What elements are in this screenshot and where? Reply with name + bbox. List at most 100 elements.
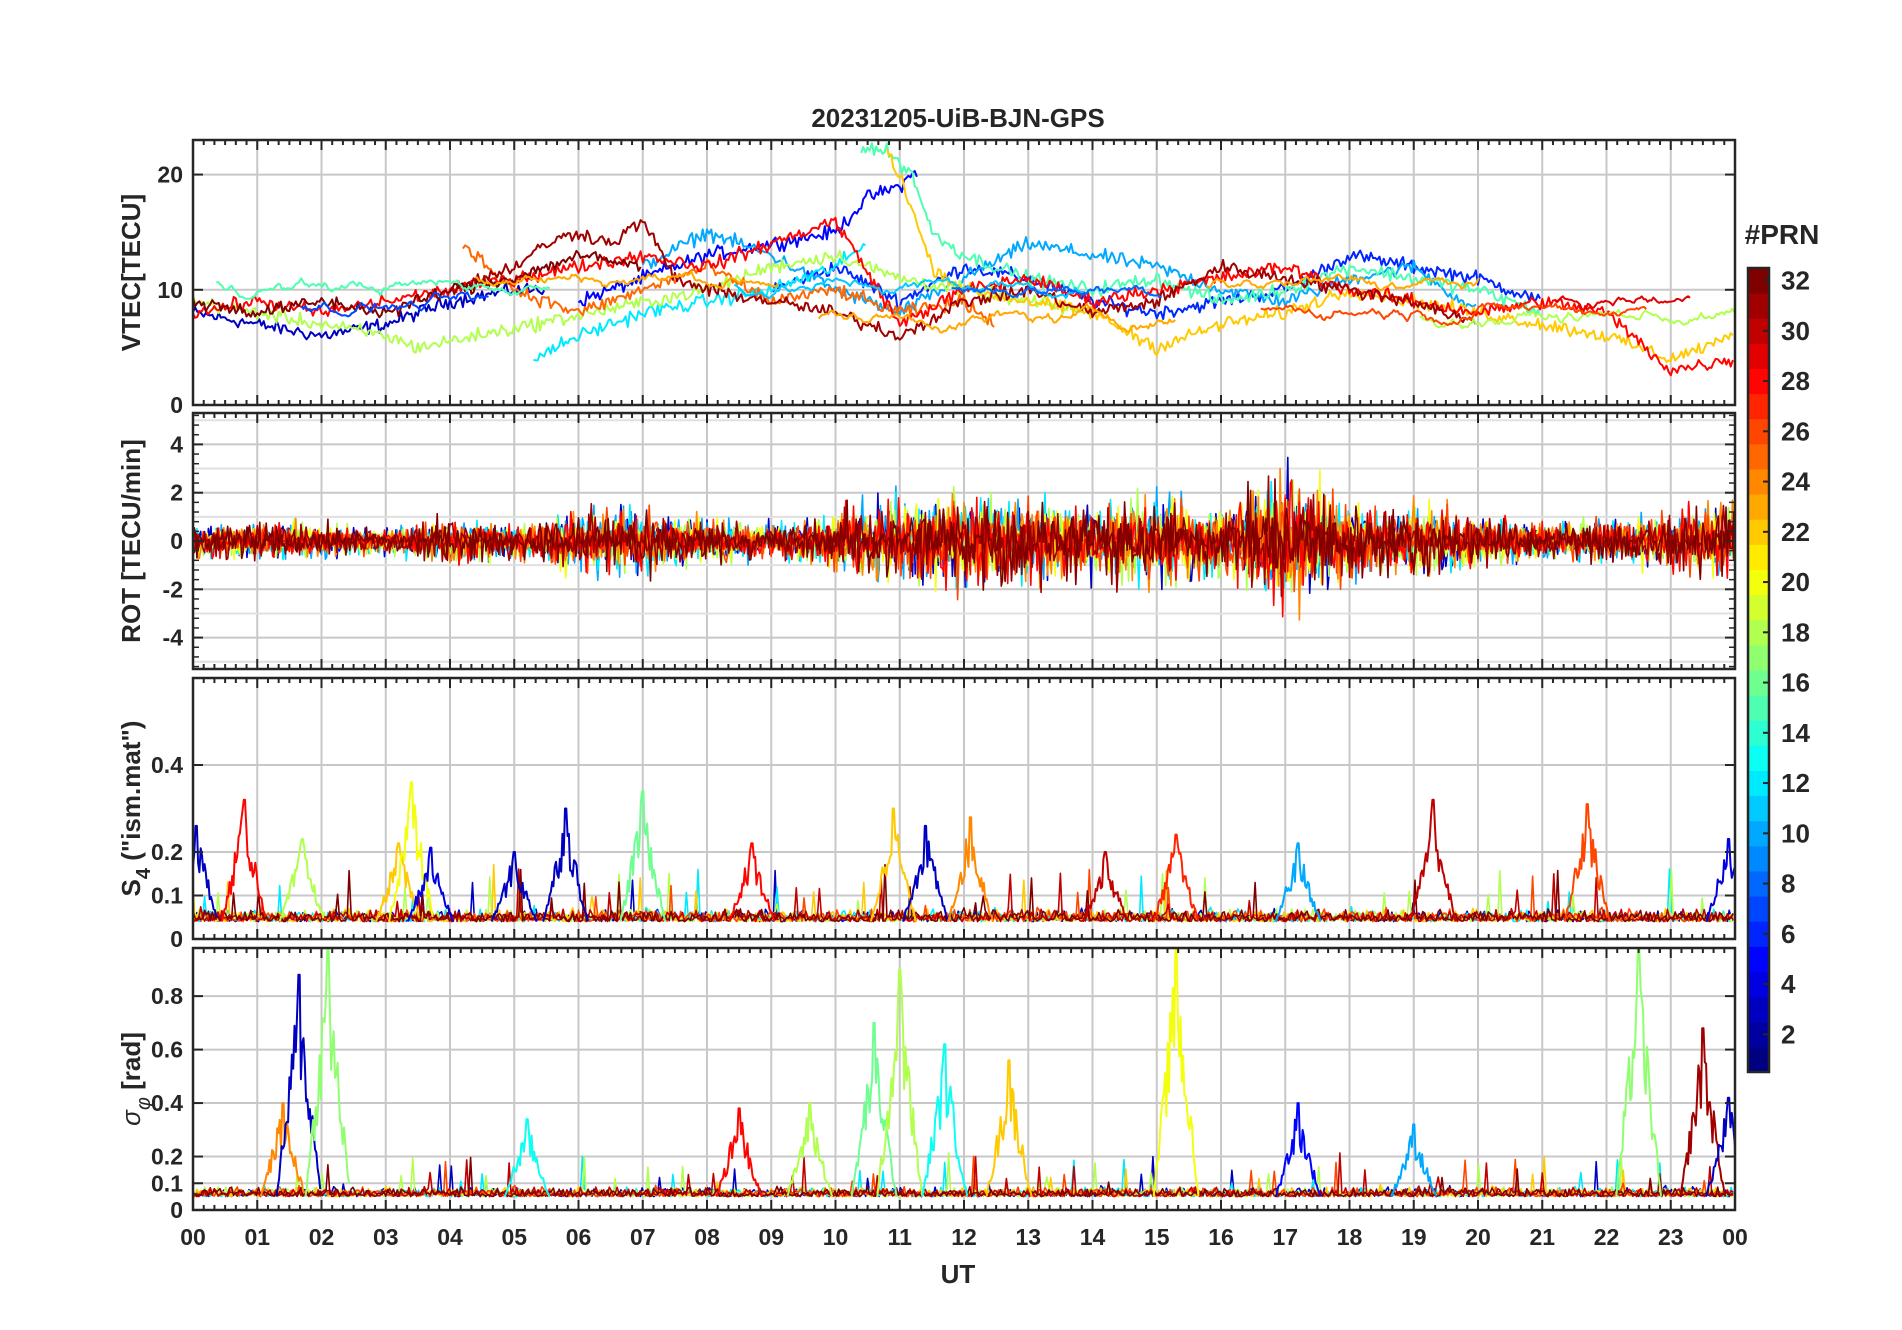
y-tick-label: 0.8 — [151, 983, 183, 1009]
s4-peak-prn-27 — [1152, 833, 1200, 922]
xticks-rot — [192, 413, 1736, 669]
colorbar-tick-label: 12 — [1781, 768, 1810, 798]
sigma_phi-peak-prn-13 — [503, 1118, 551, 1198]
s4-peak-prn-3 — [542, 807, 590, 922]
s4-peak-prn-4 — [407, 846, 455, 922]
s4-trace-prn-32 — [193, 863, 1734, 923]
colorbar-swatch-prn-28 — [1748, 368, 1769, 395]
y-tick-label: 0.6 — [151, 1037, 183, 1063]
s4-peak-prn-3 — [490, 851, 538, 922]
y-tick-label: 0 — [170, 528, 183, 554]
s4-peak-prn-10 — [1274, 842, 1322, 922]
colorbar-tick-label: 18 — [1781, 617, 1810, 647]
data-vtec — [193, 142, 1735, 377]
x-tick-label: 13 — [1015, 1224, 1041, 1250]
colorbar-tick-label: 6 — [1781, 919, 1795, 949]
colorbar-swatch-prn-20 — [1748, 569, 1769, 596]
vtec-trace — [300, 291, 489, 318]
colorbar-swatch-prn-13 — [1748, 745, 1769, 771]
vtec-series-prn-15 — [860, 142, 1542, 317]
colorbar-swatch-prn-9 — [1748, 845, 1769, 872]
sigma_phi-trace-prn-30 — [193, 1152, 1734, 1198]
colorbar-swatch-prn-2 — [1748, 1021, 1769, 1048]
colorbar-swatch-prn-22 — [1748, 519, 1769, 545]
y-tick-label: 20 — [157, 162, 183, 188]
colorbar-swatch-prn-5 — [1748, 946, 1769, 972]
x-tick-label: 18 — [1337, 1224, 1363, 1250]
colorbar-swatch-prn-11 — [1748, 795, 1769, 822]
x-tick-label: 03 — [373, 1224, 399, 1250]
s4-peak-prn-16 — [619, 790, 667, 922]
colorbar-tick-label: 16 — [1781, 668, 1810, 698]
colorbar-swatch-prn-14 — [1748, 720, 1769, 746]
s4-peak-prn-30 — [1409, 798, 1457, 922]
x-tick-label: 14 — [1080, 1224, 1106, 1250]
x-tick-label: 10 — [823, 1224, 849, 1250]
rot-trace-prn-31 — [193, 475, 1735, 598]
vtec-series-prn-32 — [193, 249, 642, 319]
x-tick-label: 08 — [694, 1224, 720, 1250]
vtec-trace — [1260, 302, 1647, 327]
vtec-series-prn-18 — [193, 249, 1091, 354]
sigma_phi-peak-prn-18 — [786, 1102, 834, 1197]
colorbar-swatch-prn-8 — [1748, 871, 1769, 897]
y-axis-label-sigma_phi: σφ [rad] — [116, 1032, 155, 1126]
sigma_phi-peak-prn-22 — [985, 1059, 1033, 1197]
colorbar-title: #PRN — [1745, 219, 1820, 250]
s4-peak-prn-18 — [278, 838, 325, 922]
rot-trace-prn-24 — [193, 467, 1735, 621]
vtec-trace — [1206, 273, 1480, 292]
vtec-trace — [1419, 307, 1735, 330]
y-tick-label: 0.1 — [151, 1170, 183, 1196]
colorbar-swatch-prn-1 — [1748, 1046, 1769, 1073]
grid-vtec — [193, 140, 1735, 406]
colorbar-swatch-prn-16 — [1748, 670, 1769, 696]
colorbar-tick-label: 20 — [1781, 567, 1810, 597]
colorbar-tick-label: 24 — [1781, 467, 1810, 497]
sigma_phi-peak-prn-13 — [921, 1043, 969, 1197]
vtec-trace — [1554, 295, 1691, 311]
x-tick-label: 11 — [888, 1224, 913, 1250]
colorbar-frame — [1746, 266, 1771, 1074]
xticks-s4 — [192, 678, 1736, 939]
x-tick-label: 19 — [1401, 1224, 1427, 1250]
colorbar-swatch-prn-15 — [1748, 695, 1769, 721]
colorbar-swatch-prn-6 — [1748, 921, 1769, 947]
sigma_phi-peak-prn-31 — [1679, 1027, 1727, 1197]
vtec-series-prn-12 — [533, 243, 866, 362]
colorbar-tick-label: 8 — [1781, 869, 1795, 899]
s4-peak-prn-3 — [193, 824, 219, 918]
sigma_phi-peak-prn-24 — [259, 1102, 306, 1197]
colorbar-swatch-prn-24 — [1748, 469, 1769, 495]
y-tick-label: 0.2 — [151, 839, 183, 865]
data-rot — [193, 456, 1735, 621]
colorbar-swatch-prn-17 — [1748, 644, 1769, 671]
x-tick-label: 07 — [630, 1224, 656, 1250]
colorbar-swatch-prn-32 — [1748, 268, 1769, 294]
x-tick-label: 05 — [501, 1224, 527, 1250]
colorbar-tick-label: 10 — [1781, 818, 1810, 848]
sigma_phi-peak-prn-10 — [1390, 1123, 1438, 1197]
colorbar-tick-label: 22 — [1781, 517, 1810, 547]
colorbar-tick-label: 30 — [1781, 316, 1810, 346]
vtec-series-prn-25 — [462, 244, 995, 328]
y-tick-label: 0.4 — [151, 752, 183, 778]
x-tick-label: 15 — [1144, 1224, 1170, 1250]
s4-peak-prn-24 — [946, 816, 994, 922]
s4-peak-prn-28 — [728, 842, 776, 922]
s4-peak-prn-26 — [1563, 803, 1611, 922]
colorbar-swatch-prn-26 — [1748, 418, 1769, 445]
s4-peak-prn-22 — [869, 807, 917, 922]
figure-title: 20231205-UiB-BJN-GPS — [811, 103, 1104, 133]
y-tick-label: 0.4 — [151, 1090, 183, 1116]
sigma_phi-peak-prn-18 — [876, 968, 924, 1197]
y-tick-label: -4 — [163, 625, 184, 651]
x-tick-label: 04 — [437, 1224, 463, 1250]
grid-sigma_phi — [193, 948, 1735, 1211]
x-tick-label: 20 — [1465, 1224, 1491, 1250]
colorbar-tick-label: 2 — [1781, 1019, 1795, 1049]
colorbar-swatch-prn-21 — [1748, 544, 1769, 570]
panel-s4: 0 0.1 0.2 0.4S4 ("ism.mat") — [116, 676, 1737, 952]
